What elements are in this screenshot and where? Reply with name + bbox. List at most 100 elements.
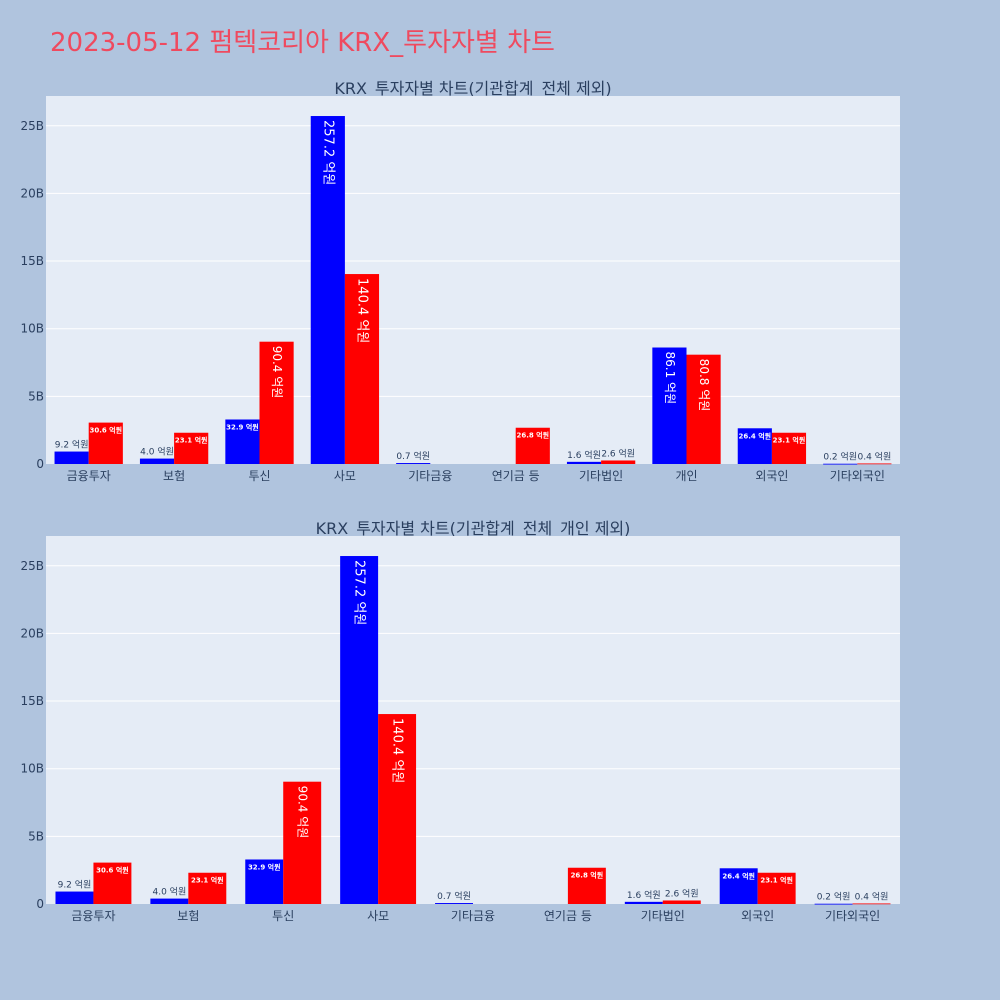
data-label: 1.6 억원 — [627, 889, 661, 901]
data-label: 32.9 억원 — [248, 862, 281, 871]
chart-title: KRX_투자자별 차트(기관합계_전체 제외) — [334, 79, 611, 99]
data-label: 2.6 억원 — [601, 447, 635, 459]
bar — [139, 458, 175, 464]
bar — [344, 274, 380, 464]
x-tick-label: 투신 — [248, 469, 270, 483]
bar — [686, 354, 721, 464]
bar — [857, 463, 892, 465]
data-label: 4.0 억원 — [140, 446, 174, 458]
bar — [225, 419, 260, 464]
x-tick-label: 금융투자 — [71, 909, 115, 923]
bar — [93, 862, 132, 904]
data-label: 140.4 억원 — [354, 278, 369, 343]
bar — [188, 872, 227, 904]
plot-area — [46, 536, 900, 904]
data-label: 30.6 억원 — [89, 426, 122, 435]
data-label: 32.9 억원 — [226, 422, 259, 431]
y-tick-label: 5B — [28, 829, 44, 843]
bar — [823, 463, 858, 465]
data-label: 0.2 억원 — [823, 451, 857, 463]
x-tick-label: 기타법인 — [641, 909, 685, 923]
bar — [378, 714, 417, 904]
y-tick-label: 25B — [20, 559, 44, 573]
data-label: 9.2 억원 — [55, 439, 89, 451]
x-tick-label: 기타법인 — [579, 469, 623, 483]
x-tick-label: 외국인 — [741, 909, 774, 923]
x-tick-label: 외국인 — [755, 469, 788, 483]
x-tick-label: 보험 — [177, 909, 199, 923]
bar — [259, 341, 294, 464]
data-label: 23.1 억원 — [175, 436, 208, 445]
y-tick-label: 15B — [20, 694, 44, 708]
bar — [566, 461, 602, 464]
bar — [283, 781, 322, 904]
data-label: 1.6 억원 — [567, 449, 601, 461]
bar — [174, 432, 209, 464]
bar — [852, 903, 891, 905]
bar — [719, 868, 758, 904]
data-label: 23.1 억원 — [760, 876, 793, 885]
data-label: 0.4 억원 — [858, 450, 892, 462]
data-label: 0.7 억원 — [396, 450, 430, 462]
bar — [662, 900, 701, 904]
page-title: 2023-05-12 펌텍코리아 KRX_투자자별 차트 — [50, 28, 555, 58]
y-tick-label: 10B — [20, 762, 44, 776]
x-tick-label: 사모 — [334, 469, 356, 483]
data-label: 0.2 억원 — [817, 891, 851, 903]
data-label: 23.1 억원 — [773, 436, 806, 445]
plot-area — [46, 96, 900, 464]
bar — [340, 556, 379, 904]
bar — [245, 859, 284, 904]
bar — [150, 898, 189, 904]
x-tick-label: 사모 — [367, 909, 389, 923]
data-label: 4.0 억원 — [152, 886, 186, 898]
y-tick-label: 0 — [36, 457, 44, 471]
x-tick-label: 기타금융 — [451, 909, 495, 923]
data-label: 9.2 억원 — [58, 879, 92, 891]
y-tick-label: 5B — [28, 389, 44, 403]
data-label: 80.8 억원 — [697, 359, 711, 412]
data-label: 26.8 억원 — [516, 431, 549, 440]
bar — [435, 903, 473, 904]
bar — [771, 432, 807, 464]
x-tick-label: 기타외국인 — [830, 469, 885, 483]
bar — [88, 422, 123, 464]
data-label: 257.2 억원 — [352, 560, 367, 625]
bar — [814, 903, 853, 905]
data-label: 86.1 억원 — [663, 352, 677, 405]
y-tick-label: 15B — [20, 254, 44, 268]
y-tick-label: 0 — [36, 897, 44, 911]
y-tick-label: 25B — [20, 119, 44, 133]
bar — [567, 867, 606, 904]
data-label: 90.4 억원 — [270, 346, 284, 399]
bar — [515, 427, 550, 464]
data-label: 257.2 억원 — [320, 120, 335, 185]
data-label: 2.6 억원 — [665, 887, 699, 899]
bar — [396, 463, 431, 464]
data-label: 140.4 억원 — [390, 718, 405, 783]
x-tick-label: 연기금 등 — [492, 469, 540, 483]
bar — [737, 428, 772, 464]
bar — [757, 872, 796, 904]
x-tick-label: 기타외국인 — [825, 909, 880, 923]
chart-bottom: KRX_투자자별 차트(기관합계_전체_개인 제외) 0 5B 10B 15B 20B 25… — [20, 519, 900, 923]
x-tick-label: 기타금융 — [408, 469, 452, 483]
bar — [310, 116, 345, 464]
chart-top: KRX_투자자별 차트(기관합계_전체 제외) 0 5B 10B 15B 20B 25B 금융… — [20, 79, 900, 483]
bar — [54, 451, 89, 464]
x-tick-label: 보험 — [163, 469, 185, 483]
data-label: 26.4 억원 — [722, 871, 755, 880]
x-tick-label: 금융투자 — [67, 469, 111, 483]
bar — [55, 891, 94, 904]
chart-title: KRX_투자자별 차트(기관합계_전체_개인 제외) — [316, 519, 631, 539]
y-tick-label: 10B — [20, 322, 44, 336]
x-tick-label: 투신 — [272, 909, 294, 923]
data-label: 0.4 억원 — [855, 890, 889, 902]
bar — [652, 347, 687, 464]
x-tick-label: 개인 — [675, 469, 697, 483]
data-label: 26.8 억원 — [571, 871, 604, 880]
y-tick-label: 20B — [20, 626, 44, 640]
data-label: 23.1 억원 — [191, 876, 224, 885]
data-label: 90.4 억원 — [296, 786, 310, 839]
bar — [624, 901, 663, 904]
